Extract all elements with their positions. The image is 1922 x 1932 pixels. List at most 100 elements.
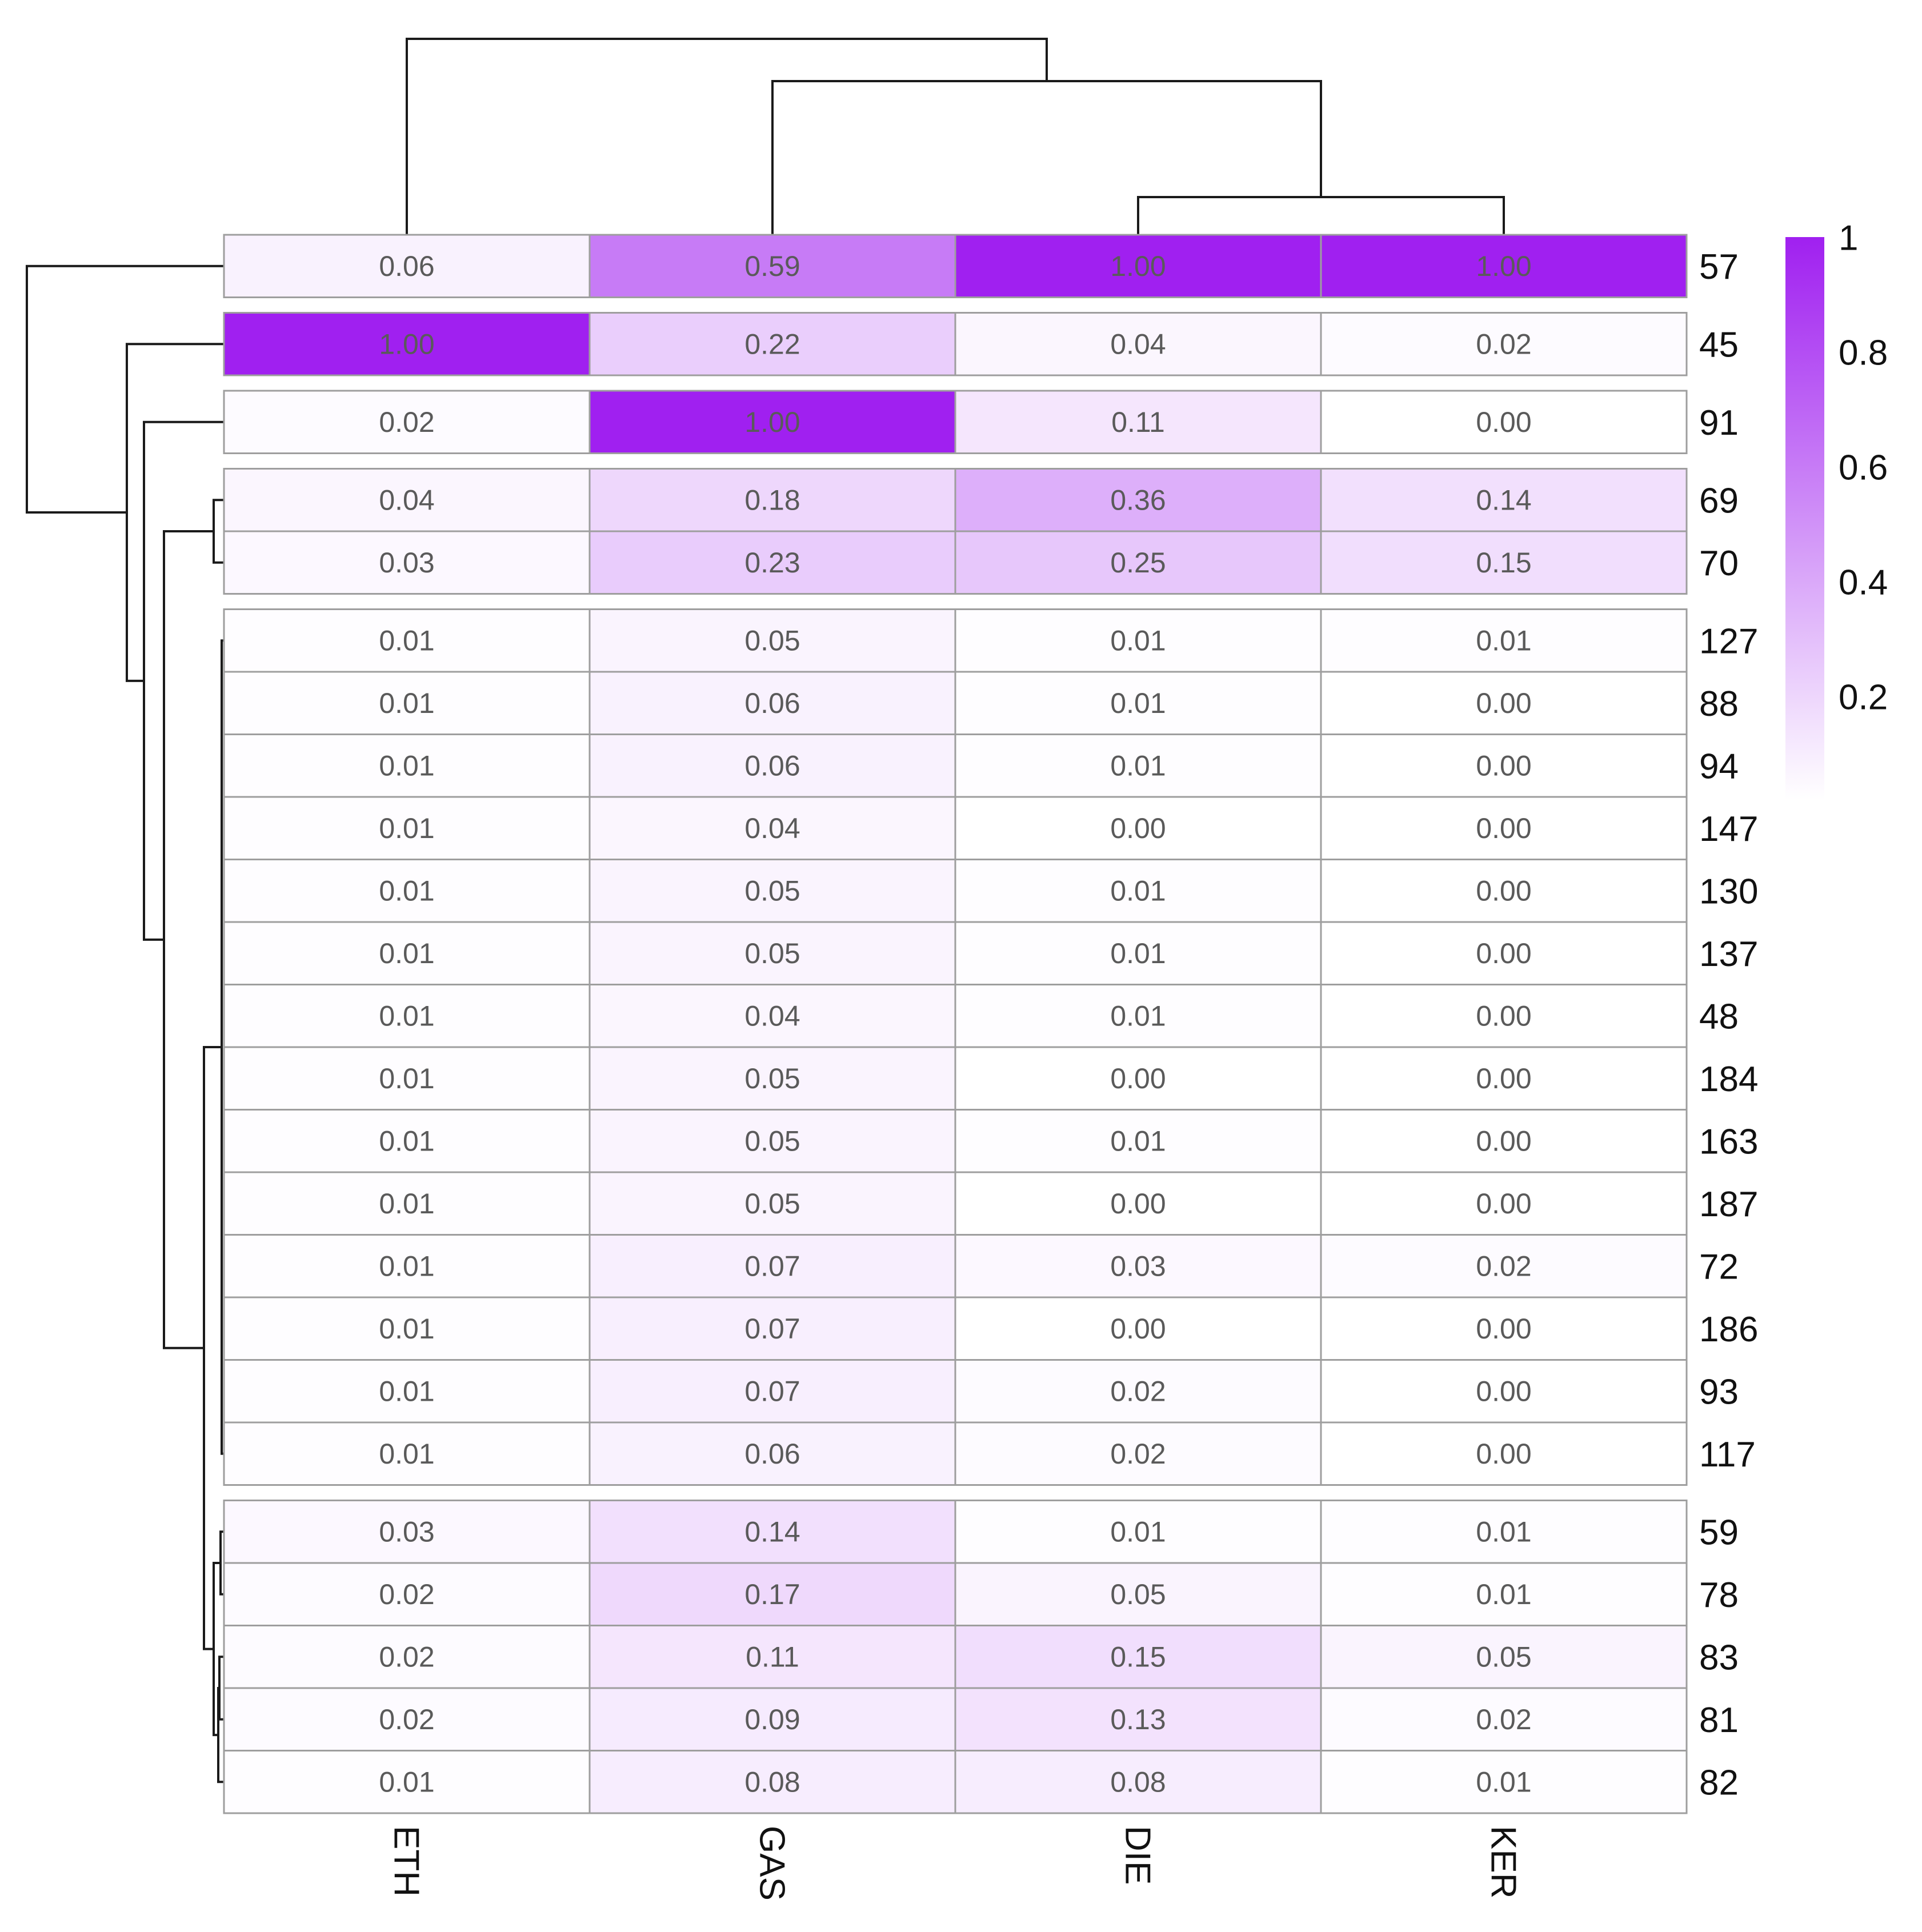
cell-value-label: 0.00 bbox=[1476, 1313, 1531, 1345]
cell-value-label: 0.02 bbox=[1476, 1703, 1531, 1735]
row-labels: 57 45 91 69 70 127 88 94 147 130 137 48 184 163 187 72 1… bbox=[1699, 247, 1758, 1803]
heatmap-cell bbox=[1320, 1500, 1688, 1564]
cell-value-label: 0.59 bbox=[744, 250, 800, 282]
cell-value-label: 0.05 bbox=[744, 937, 800, 969]
cell-value-label: 0.11 bbox=[746, 1641, 799, 1673]
cell-value-label: 0.02 bbox=[379, 1641, 434, 1673]
dendrogram-link bbox=[771, 80, 1322, 235]
heatmap-cells: 0.06 0.59 1.00 1.00 1.00 0.22 0.04 0.02 0.02 1.00… bbox=[223, 234, 1688, 1814]
row-group-border bbox=[223, 312, 1688, 376]
heatmap-cell bbox=[588, 530, 956, 595]
heatmap-cell bbox=[588, 1109, 956, 1173]
heatmap-cell bbox=[223, 921, 591, 985]
cell-value-label: 0.00 bbox=[1476, 1063, 1531, 1095]
dendrogram-link bbox=[213, 499, 224, 564]
row-label: 59 bbox=[1699, 1513, 1739, 1552]
row-label: 72 bbox=[1699, 1247, 1739, 1286]
heatmap-cell bbox=[1320, 1625, 1688, 1689]
row-group-border bbox=[223, 1500, 1688, 1814]
row-label: 81 bbox=[1699, 1701, 1739, 1740]
cell-value-label: 0.00 bbox=[1110, 812, 1166, 844]
heatmap-cell bbox=[223, 1109, 591, 1173]
heatmap-cell bbox=[223, 733, 591, 798]
cell-value-label: 0.06 bbox=[744, 749, 800, 781]
column-labels: ETH GAS DIE KER bbox=[386, 1826, 1523, 1901]
color-legend: 0.2 0.4 0.6 0.8 1 bbox=[1785, 218, 1888, 800]
heatmap-cell bbox=[1320, 921, 1688, 985]
heatmap-cell bbox=[588, 1296, 956, 1361]
cell-value-label: 0.05 bbox=[1476, 1641, 1531, 1673]
heatmap-cell bbox=[954, 921, 1322, 985]
cell-value-label: 0.01 bbox=[1110, 624, 1166, 656]
heatmap-cell bbox=[223, 1421, 591, 1486]
legend-tick-label: 1 bbox=[1839, 218, 1858, 258]
heatmap-cell bbox=[588, 1046, 956, 1111]
row-label: 83 bbox=[1699, 1638, 1739, 1677]
heatmap-cell bbox=[223, 530, 591, 595]
cell-value-label: 0.36 bbox=[1110, 484, 1166, 516]
cell-value-label: 0.14 bbox=[1476, 484, 1531, 516]
heatmap-cell bbox=[588, 1562, 956, 1626]
cell-value-label: 0.00 bbox=[1476, 1125, 1531, 1157]
heatmap-cell bbox=[223, 234, 591, 298]
row-dendrogram bbox=[26, 264, 224, 1783]
row-label: 117 bbox=[1699, 1435, 1756, 1474]
row-label: 45 bbox=[1699, 325, 1739, 364]
cell-value-label: 0.08 bbox=[744, 1766, 800, 1798]
cell-value-label: 0.15 bbox=[1110, 1641, 1166, 1673]
cell-value-label: 0.06 bbox=[744, 687, 800, 719]
cell-value-label: 0.02 bbox=[379, 406, 434, 438]
heatmap-cell bbox=[223, 1296, 591, 1361]
heatmap-cell bbox=[954, 984, 1322, 1048]
cell-value-label: 0.01 bbox=[379, 812, 434, 844]
heatmap-cell bbox=[588, 1687, 956, 1751]
cell-value-label: 0.01 bbox=[1110, 1000, 1166, 1032]
heatmap-cell bbox=[1320, 530, 1688, 595]
heatmap-cell bbox=[1320, 1421, 1688, 1486]
row-label: 163 bbox=[1699, 1122, 1758, 1161]
heatmap-cell bbox=[1320, 1750, 1688, 1814]
row-label: 69 bbox=[1699, 481, 1739, 520]
heatmap-cell bbox=[588, 671, 956, 735]
cell-value-label: 0.17 bbox=[744, 1578, 800, 1610]
cell-value-label: 0.00 bbox=[1476, 1375, 1531, 1407]
row-label: 184 bbox=[1699, 1060, 1758, 1099]
cell-value-label: 0.05 bbox=[744, 1188, 800, 1220]
heatmap-cell bbox=[1320, 468, 1688, 532]
dendrogram-link bbox=[163, 530, 214, 1349]
cell-value-label: 0.02 bbox=[1110, 1375, 1166, 1407]
heatmap-cell bbox=[1320, 1046, 1688, 1111]
row-group-border bbox=[223, 390, 1688, 454]
heatmap-cell bbox=[1320, 984, 1688, 1048]
cell-value-label: 0.04 bbox=[744, 1000, 800, 1032]
row-label: 187 bbox=[1699, 1185, 1758, 1224]
cell-value-label: 0.01 bbox=[1476, 1516, 1531, 1548]
cell-value-label: 0.05 bbox=[744, 624, 800, 656]
cell-value-label: 0.00 bbox=[1476, 749, 1531, 781]
row-label: 186 bbox=[1699, 1310, 1758, 1349]
heatmap-cell bbox=[1320, 1359, 1688, 1424]
cell-value-label: 0.01 bbox=[379, 1766, 434, 1798]
cell-value-label: 0.00 bbox=[1110, 1313, 1166, 1345]
column-label: ETH bbox=[386, 1826, 426, 1897]
row-label: 127 bbox=[1699, 622, 1758, 661]
heatmap-cell bbox=[954, 796, 1322, 860]
heatmap-cell bbox=[223, 1046, 591, 1111]
cell-value-label: 0.00 bbox=[1476, 875, 1531, 907]
row-group-border bbox=[223, 468, 1688, 595]
legend-tick-label: 0.2 bbox=[1839, 678, 1888, 717]
column-label: KER bbox=[1483, 1826, 1523, 1898]
cell-value-label: 0.09 bbox=[744, 1703, 800, 1735]
heatmap-cell bbox=[223, 390, 591, 454]
cell-value-label: 0.11 bbox=[1111, 406, 1165, 438]
row-label: 57 bbox=[1699, 247, 1739, 287]
heatmap-cell bbox=[223, 1359, 591, 1424]
cell-value-label: 0.01 bbox=[379, 1313, 434, 1345]
dendrogram-link bbox=[126, 343, 224, 682]
heatmap-cell bbox=[223, 984, 591, 1048]
cell-value-label: 0.01 bbox=[1110, 1125, 1166, 1157]
heatmap-cell bbox=[954, 1562, 1322, 1626]
cell-value-label: 0.01 bbox=[379, 749, 434, 781]
cell-value-label: 0.01 bbox=[379, 1250, 434, 1282]
cell-value-label: 0.06 bbox=[379, 250, 434, 282]
